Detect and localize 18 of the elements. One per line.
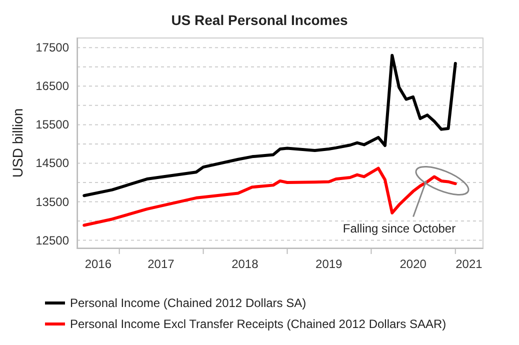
- y-tick-label: 15500: [36, 118, 70, 132]
- y-tick-label: 12500: [36, 233, 70, 248]
- y-axis-title: USD billion: [10, 108, 26, 178]
- x-tick-label: 2017: [148, 257, 175, 271]
- annotation: Falling since October: [342, 222, 456, 236]
- x-tick-label: 2018: [232, 257, 259, 271]
- x-tick-label: 2016: [84, 257, 112, 271]
- y-tick-label: 14500: [36, 156, 70, 170]
- legend-label: Personal Income Excl Transfer Receipts (Chained 2012 Dollars SAAR): [70, 317, 446, 331]
- x-tick-label: 2019: [316, 257, 343, 271]
- chart-title: US Real Personal Incomes: [171, 12, 348, 28]
- y-tick-label: 16500: [36, 79, 70, 94]
- x-tick-label: 2020: [400, 257, 427, 271]
- legend-label: Personal Income (Chained 2012 Dollars SA): [70, 296, 306, 310]
- y-tick-label: 13500: [36, 194, 70, 209]
- x-tick-label: 2021: [456, 257, 483, 271]
- line-series: [82, 54, 457, 198]
- y-tick-label: 17500: [36, 40, 70, 55]
